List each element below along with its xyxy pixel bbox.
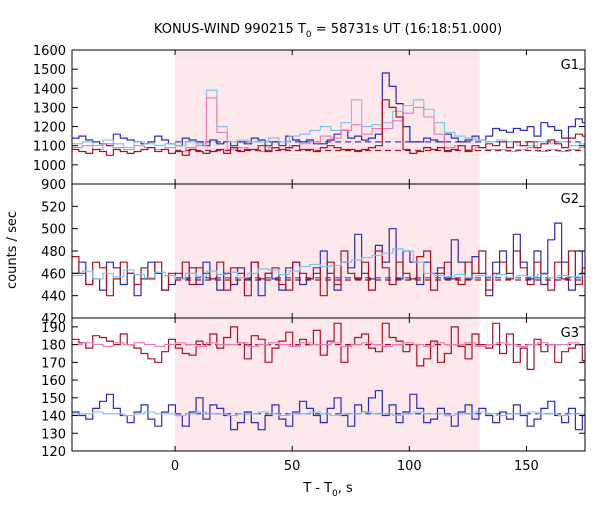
y-tick-label: 1500 (33, 63, 66, 78)
x-axis-title-subscript: 0 (332, 489, 338, 499)
chart-title-subscript: 0 (306, 30, 312, 40)
y-tick-label: 1200 (33, 121, 66, 136)
y-tick-label: 460 (41, 267, 66, 282)
y-tick-label: 190 (41, 321, 66, 336)
y-tick-label: 1100 (33, 140, 66, 155)
y-tick-label: 160 (41, 374, 66, 389)
y-tick-label: 420 (41, 312, 66, 327)
x-tick-label: 50 (284, 459, 301, 474)
series-light_blue-3 (72, 411, 585, 417)
x-tick-label: 100 (397, 459, 422, 474)
series-light_blue-3 (72, 248, 585, 280)
y-tick-label: 180 (41, 339, 66, 354)
y-tick-label: 1000 (33, 159, 66, 174)
panel-frame (71, 317, 586, 452)
x-axis-title: T - T0, s (302, 481, 353, 499)
y-tick-label: 500 (41, 223, 66, 238)
y-tick-label: 150 (41, 392, 66, 407)
y-tick-label: 900 (41, 178, 66, 193)
shaded-interval (175, 318, 480, 451)
y-tick-label: 1300 (33, 101, 66, 116)
x-tick-label: 150 (514, 459, 539, 474)
y-tick-label: 1400 (33, 82, 66, 97)
series-blue-0 (72, 72, 585, 147)
y-tick-label: 480 (41, 245, 66, 260)
y-axis-title: counts / sec (5, 211, 20, 289)
panel-g3: 120 130 140 150 160 170 180 190 G3 (41, 317, 586, 460)
y-tick-label: 1600 (33, 44, 66, 59)
panel-label: G2 (561, 192, 579, 207)
x-tick-label: 0 (171, 459, 179, 474)
series-red-2 (72, 250, 585, 297)
chart-title: KONUS-WIND 990215 T0 = 58731s UT (16:18:… (154, 22, 502, 40)
chart-title-rest: = 58731s UT (16:18:51.000) (312, 22, 502, 37)
y-tick-label: 140 (41, 410, 66, 425)
y-tick-label: 120 (41, 445, 66, 460)
panel-g1: 900 1000 1100 1200 1300 1400 1500 1600 G1 (33, 44, 586, 193)
panel-plot-area (72, 222, 585, 297)
y-tick-label: 130 (41, 427, 66, 442)
panel-g2: 420 440 460 480 500 520 G2 (41, 183, 586, 327)
panel-label: G3 (561, 326, 579, 341)
series-pink-1 (72, 342, 585, 347)
series-red-3 (72, 99, 585, 156)
panel-plot-area (72, 322, 585, 431)
chart-title-main: KONUS-WIND 990215 T (154, 22, 306, 37)
y-tick-label: 440 (41, 290, 66, 305)
series-red-0 (72, 322, 585, 370)
panel-plot-area (72, 72, 585, 156)
series-light_blue-1 (72, 89, 585, 149)
x-tick-labels: 0 50 100 150 (171, 459, 539, 474)
y-tick-label: 170 (41, 356, 66, 371)
series-blue-2 (72, 390, 585, 431)
x-axis-title-rest: , s (338, 481, 353, 496)
y-tick-label: 520 (41, 200, 66, 215)
chart-panels: 9001000110012001300140015001600G14204404… (33, 44, 586, 474)
panel-label: G1 (561, 58, 579, 73)
series-pink-2 (72, 97, 585, 153)
x-axis-title-main: T - T (302, 481, 332, 496)
